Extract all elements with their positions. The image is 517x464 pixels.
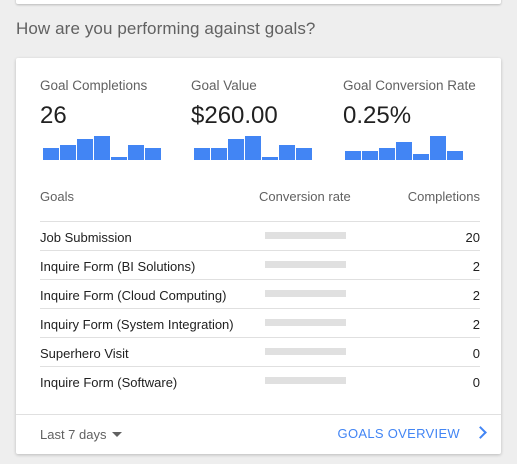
column-header-goals: Goals (40, 189, 74, 204)
conversion-rate-bar (265, 290, 346, 297)
metric-label: Goal Completions (40, 78, 148, 93)
goal-name: Inquire Form (Cloud Computing) (40, 288, 227, 303)
sparkline-bar (60, 145, 76, 160)
metric-goal-value: Goal Value $260.00 (191, 78, 278, 130)
column-header-completions: Completions (407, 189, 480, 204)
sparkline-goal-conversion-rate (345, 136, 463, 160)
sparkline-bar (43, 148, 59, 160)
sparkline-bar (379, 148, 395, 160)
metric-goal-completions: Goal Completions 26 (40, 78, 147, 130)
goal-name: Superhero Visit (40, 346, 129, 361)
goal-name: Job Submission (40, 230, 132, 245)
sparkline-bar (194, 148, 210, 160)
goal-completions: 2 (472, 259, 480, 274)
sparkline-bar (413, 154, 429, 160)
goal-name: Inquiry Form (System Integration) (40, 317, 234, 332)
card-footer: Last 7 days GOALS OVERVIEW (16, 414, 501, 455)
sparkline-bar (128, 145, 144, 160)
table-row: Inquire Form (Cloud Computing) 2 (40, 280, 480, 309)
metric-label: Goal Conversion Rate (343, 78, 476, 93)
sparkline-bar (228, 139, 244, 160)
goal-completions: 0 (472, 346, 480, 361)
table-row: Superhero Visit 0 (40, 338, 480, 367)
column-header-conversion-rate: Conversion rate (259, 189, 351, 204)
goals-card: Goal Completions 26 Goal Value $260.00 G… (16, 58, 501, 454)
table-row: Inquire Form (BI Solutions) 2 (40, 251, 480, 280)
sparkline-bar (396, 142, 412, 160)
metric-value: $260.00 (191, 102, 278, 129)
table-row: Job Submission 20 (40, 222, 480, 251)
sparkline-bar (447, 151, 463, 160)
sparkline-bar (211, 148, 227, 160)
metric-label: Goal Value (191, 78, 257, 93)
goal-name: Inquire Form (BI Solutions) (40, 259, 196, 274)
caret-down-icon (111, 432, 122, 437)
sparkline-bar (345, 151, 361, 160)
sparkline-bar (77, 139, 93, 160)
metric-value: 26 (40, 102, 67, 129)
goals-table-body: Job Submission 20 Inquire Form (BI Solut… (40, 222, 480, 395)
sparkline-bar (111, 157, 127, 160)
table-row: Inquire Form (Software) 0 (40, 367, 480, 395)
sparkline-bar (296, 148, 312, 160)
goal-completions: 2 (472, 288, 480, 303)
goal-completions: 2 (472, 317, 480, 332)
goal-completions: 0 (472, 375, 480, 390)
goals-overview-label: GOALS OVERVIEW (337, 426, 460, 441)
sparkline-bar (262, 157, 278, 160)
metrics-row: Goal Completions 26 Goal Value $260.00 G… (40, 78, 485, 168)
goals-table-header: Goals Conversion rate Completions (40, 189, 480, 222)
date-range-label: Last 7 days (40, 427, 107, 442)
conversion-rate-bar (265, 348, 346, 355)
section-title: How are you performing against goals? (16, 19, 316, 38)
conversion-rate-bar (265, 319, 346, 326)
goal-name: Inquire Form (Software) (40, 375, 178, 390)
metric-value: 0.25% (343, 102, 412, 129)
sparkline-bar (362, 151, 378, 160)
goals-overview-link[interactable]: GOALS OVERVIEW (337, 426, 487, 441)
metric-goal-conversion-rate: Goal Conversion Rate 0.25% (343, 78, 476, 130)
sparkline-bar (430, 136, 446, 160)
table-row: Inquiry Form (System Integration) 2 (40, 309, 480, 338)
chevron-right-icon (474, 426, 487, 439)
sparkline-goal-completions (43, 136, 161, 160)
conversion-rate-bar (265, 232, 346, 239)
goal-completions: 20 (465, 230, 480, 245)
sparkline-bar (94, 136, 110, 160)
previous-card-edge (16, 0, 501, 4)
sparkline-bar (145, 148, 161, 160)
conversion-rate-bar (265, 261, 346, 268)
sparkline-goal-value (194, 136, 312, 160)
sparkline-bar (245, 136, 261, 160)
conversion-rate-bar (265, 377, 346, 384)
date-range-dropdown[interactable]: Last 7 days (40, 427, 122, 442)
sparkline-bar (279, 145, 295, 160)
